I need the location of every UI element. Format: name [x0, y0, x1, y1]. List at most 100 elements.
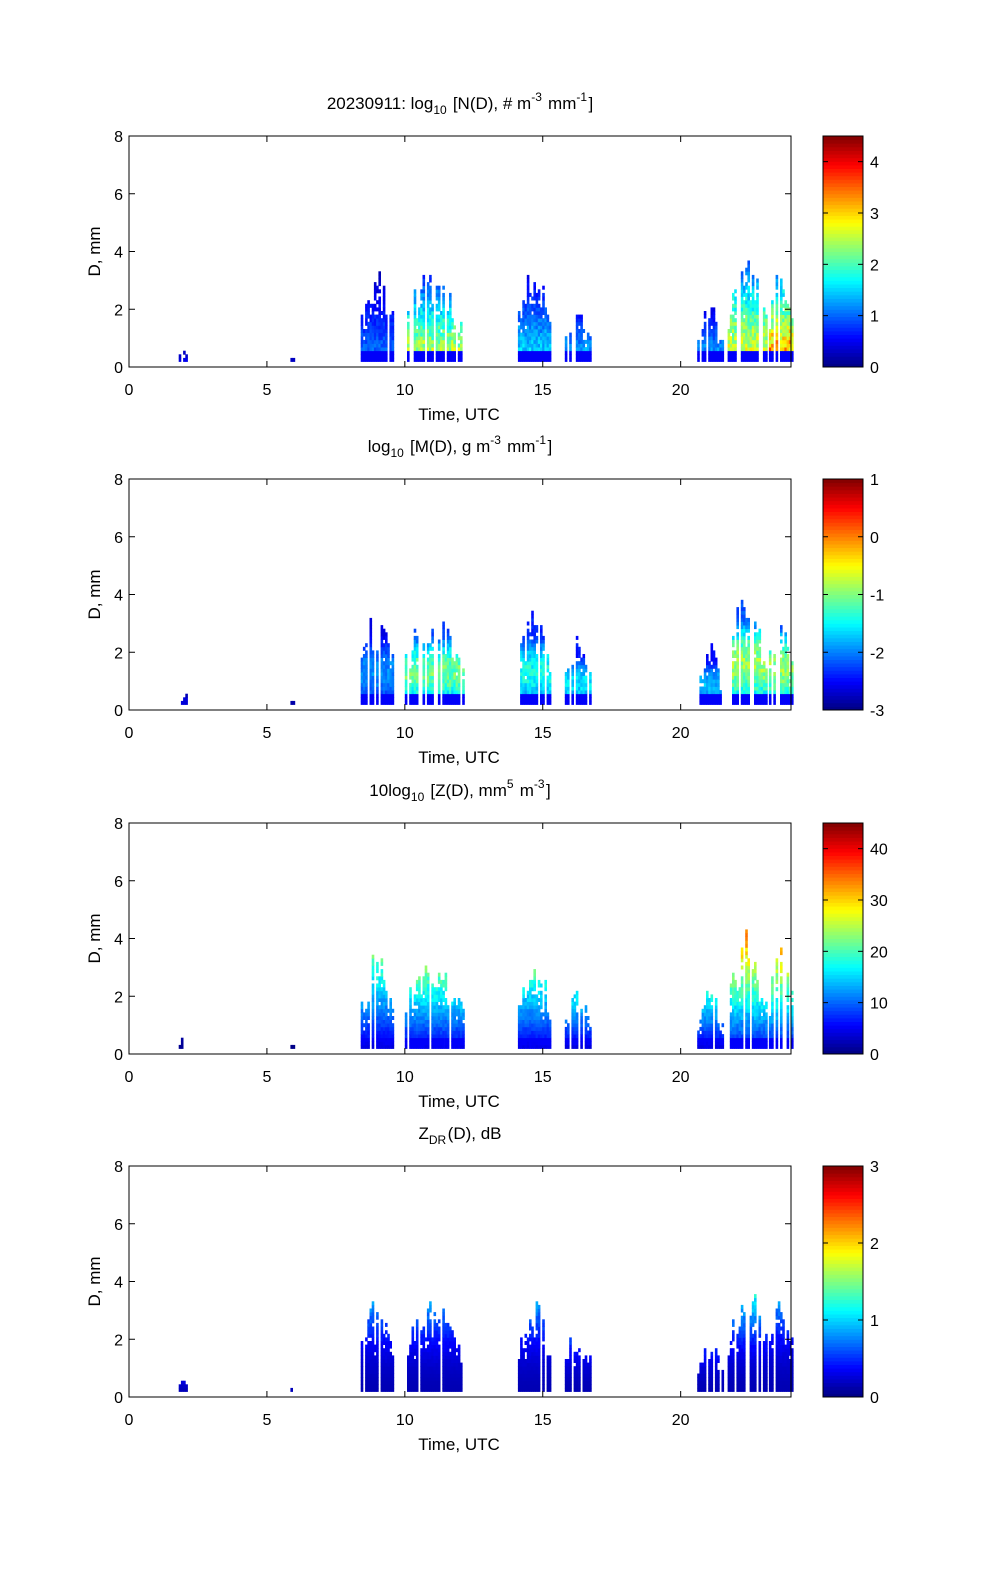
- heatmap-cell: [413, 1348, 417, 1353]
- heatmap-cell: [533, 314, 536, 319]
- heatmap-cell: [542, 296, 545, 301]
- heatmap-cell: [409, 1041, 412, 1046]
- heatmap-cell: [699, 697, 702, 702]
- heatmap-cell: [760, 693, 764, 698]
- heatmap-cell: [524, 336, 528, 341]
- heatmap-cell: [426, 679, 430, 684]
- heatmap-cell: [433, 1369, 437, 1374]
- heatmap-cell: [422, 336, 426, 341]
- heatmap-cell: [367, 1373, 370, 1378]
- heatmap-cell: [786, 672, 790, 676]
- heatmap-cell: [784, 318, 787, 323]
- heatmap-cell: [782, 314, 785, 319]
- heatmap-cell: [714, 1012, 718, 1017]
- heatmap-cell: [580, 347, 583, 352]
- heatmap-cell: [520, 697, 523, 702]
- heatmap-cell: [362, 675, 366, 680]
- heatmap-cell: [540, 321, 543, 326]
- heatmap-cell: [533, 1016, 536, 1020]
- heatmap-cell: [754, 321, 757, 326]
- heatmap-cell: [765, 690, 768, 695]
- heatmap-cell: [751, 314, 755, 319]
- heatmap-cell: [367, 1044, 370, 1049]
- heatmap-cell: [784, 679, 787, 684]
- heatmap-cell: [780, 951, 783, 956]
- heatmap-cell: [382, 1001, 386, 1006]
- heatmap-cell: [531, 1034, 534, 1039]
- heatmap-cell: [457, 682, 461, 687]
- heatmap-cell: [526, 303, 530, 308]
- heatmap-cell: [782, 339, 785, 344]
- heatmap-cell: [762, 661, 766, 666]
- heatmap-cell: [736, 610, 739, 615]
- heatmap-cell: [706, 990, 709, 995]
- heatmap-cell: [444, 690, 448, 695]
- heatmap-cell: [420, 329, 423, 333]
- heatmap-cell: [571, 1008, 574, 1013]
- heatmap-cell: [422, 1373, 426, 1378]
- heatmap-cell: [736, 998, 739, 1002]
- heatmap-cell: [415, 646, 419, 651]
- heatmap-cell: [751, 1008, 755, 1013]
- heatmap-cell: [185, 693, 188, 698]
- heatmap-cell: [775, 1012, 779, 1017]
- heatmap-cell: [371, 1023, 375, 1028]
- heatmap-cell: [758, 628, 762, 633]
- heatmap-cell: [378, 311, 381, 315]
- heatmap-cell: [437, 1351, 441, 1356]
- heatmap-cell: [586, 336, 590, 341]
- heatmap-cell: [415, 321, 419, 326]
- heatmap-cell: [727, 357, 731, 362]
- heatmap-cell: [544, 1001, 547, 1006]
- heatmap-cell: [727, 343, 731, 348]
- heatmap-cell: [531, 646, 534, 651]
- heatmap-cell: [371, 686, 375, 691]
- heatmap-cell: [791, 1026, 794, 1031]
- heatmap-cell: [522, 357, 525, 362]
- heatmap-cell: [734, 343, 737, 348]
- heatmap-cell: [775, 347, 779, 352]
- heatmap-cell: [385, 343, 388, 348]
- heatmap-cell: [589, 339, 592, 344]
- heatmap-cell: [749, 292, 753, 297]
- heatmap-cell: [738, 1012, 742, 1017]
- heatmap-cell: [762, 700, 766, 705]
- y-tick-label: 0: [114, 360, 123, 377]
- heatmap-cell: [413, 646, 417, 651]
- heatmap-cell: [775, 357, 779, 362]
- heatmap-cell: [180, 1037, 184, 1042]
- heatmap-cell: [589, 1026, 592, 1031]
- heatmap-cell: [756, 1023, 759, 1028]
- heatmap-cell: [756, 668, 759, 673]
- heatmap-cell: [420, 311, 423, 315]
- heatmap-cell: [426, 1373, 430, 1378]
- heatmap-cell: [424, 1016, 428, 1020]
- heatmap-cell: [575, 336, 579, 341]
- heatmap-cell: [431, 994, 434, 999]
- heatmap-cell: [387, 657, 390, 662]
- heatmap-cell: [431, 1377, 434, 1382]
- heatmap-cell: [573, 1008, 577, 1013]
- heatmap-cell: [729, 325, 733, 330]
- heatmap-cell: [526, 318, 530, 323]
- heatmap-cell: [426, 994, 430, 999]
- heatmap-cell: [451, 1005, 454, 1010]
- heatmap-cell: [435, 325, 439, 330]
- heatmap-cell: [578, 314, 581, 319]
- heatmap-cell: [409, 668, 412, 673]
- heatmap-cell: [740, 307, 744, 312]
- heatmap-cell: [371, 1315, 375, 1320]
- heatmap-cell: [740, 599, 744, 604]
- heatmap-cell: [440, 1034, 443, 1039]
- heatmap-cell: [360, 354, 364, 359]
- heatmap-cell: [540, 646, 543, 651]
- heatmap-cell: [780, 1016, 783, 1020]
- heatmap-cell: [433, 1387, 437, 1392]
- heatmap-cell: [533, 654, 536, 658]
- heatmap-cell: [444, 1026, 448, 1031]
- heatmap-cell: [571, 672, 574, 676]
- heatmap-cell: [449, 1326, 452, 1331]
- heatmap-cell: [391, 1373, 395, 1378]
- heatmap-cell: [754, 311, 757, 315]
- heatmap-cell: [387, 1348, 390, 1353]
